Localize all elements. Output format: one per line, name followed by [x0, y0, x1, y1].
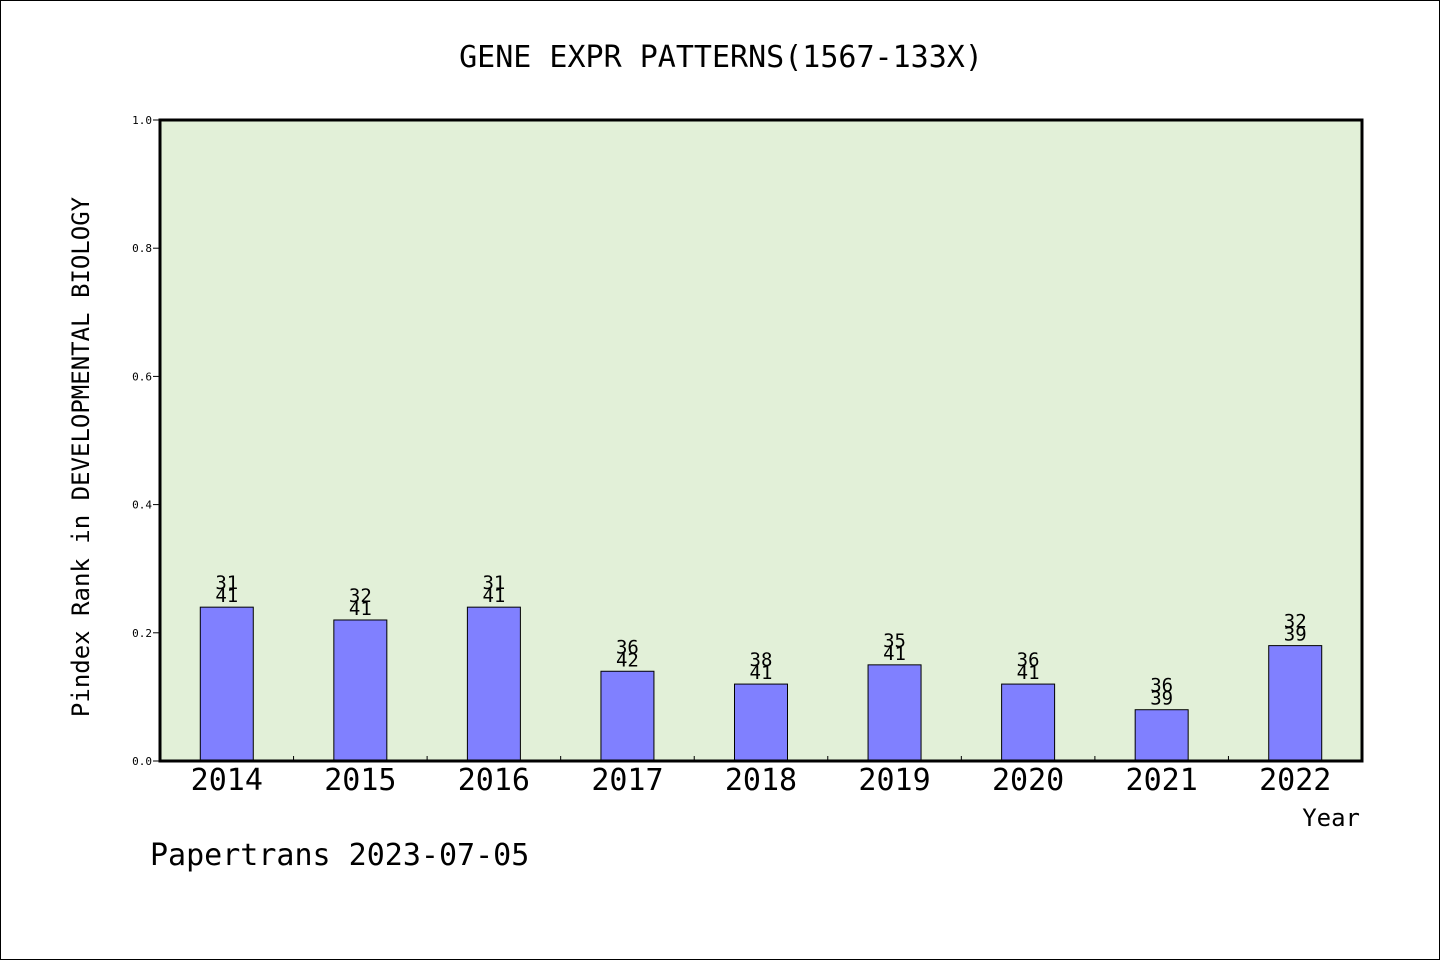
x-tick-label: 2022	[1259, 763, 1331, 798]
bar-2015	[333, 619, 388, 762]
total-label: 41	[750, 662, 773, 684]
bar-2021	[1134, 709, 1189, 762]
rank-label: 31	[482, 572, 505, 594]
bar-2017	[600, 670, 655, 762]
x-tick-label: 2018	[725, 763, 797, 798]
bar-2014	[199, 606, 254, 762]
x-tick-label: 2020	[992, 763, 1064, 798]
y-tick-label: 0.4	[132, 499, 152, 512]
x-tick-label: 2014	[191, 763, 263, 798]
total-label: 41	[883, 643, 906, 665]
bar-2019	[867, 664, 922, 762]
total-label: 39	[1150, 688, 1173, 710]
plot-border	[158, 118, 1364, 763]
bar-2020	[1001, 683, 1056, 762]
rank-label: 36	[1150, 675, 1173, 697]
total-label: 41	[349, 598, 372, 620]
ticks-group: 0.0 0.2 0.4 0.6 0.8 1.0 2014 2015 2016 2017 2018 20…	[132, 114, 1331, 798]
rank-label: 32	[349, 585, 372, 607]
bar-2018	[734, 683, 788, 762]
x-tick-label: 2019	[858, 763, 930, 798]
x-tick-label: 2016	[458, 763, 530, 798]
rank-label: 38	[750, 649, 773, 671]
bars-group	[199, 606, 1323, 762]
bar-2022	[1268, 645, 1323, 762]
y-tick-label: 0.2	[132, 627, 152, 640]
rank-label: 32	[1284, 611, 1307, 633]
bar-2016	[466, 606, 521, 762]
y-tick-label: 0.8	[132, 242, 152, 255]
rank-label: 36	[1017, 649, 1040, 671]
total-label: 42	[616, 649, 639, 671]
rank-label: 35	[883, 630, 906, 652]
x-tick-label: 2021	[1126, 763, 1198, 798]
y-tick-label: 1.0	[132, 114, 152, 127]
footer-text: Papertrans 2023-07-05	[150, 838, 529, 873]
y-tick-label: 0.6	[132, 370, 152, 383]
total-label: 39	[1284, 624, 1307, 646]
x-axis-label: Year	[1302, 804, 1360, 832]
total-label: 41	[215, 585, 238, 607]
rank-label: 31	[215, 572, 238, 594]
y-axis-label: Pindex Rank in DEVELOPMENTAL BIOLOGY	[67, 196, 95, 717]
x-tick-label: 2015	[324, 763, 396, 798]
total-label: 41	[1017, 662, 1040, 684]
chart-title: GENE EXPR PATTERNS(1567-133X)	[459, 40, 983, 75]
x-tick-label: 2017	[591, 763, 663, 798]
y-tick-label: 0.0	[132, 755, 152, 768]
total-label: 41	[482, 585, 505, 607]
rank-label: 36	[616, 636, 639, 658]
